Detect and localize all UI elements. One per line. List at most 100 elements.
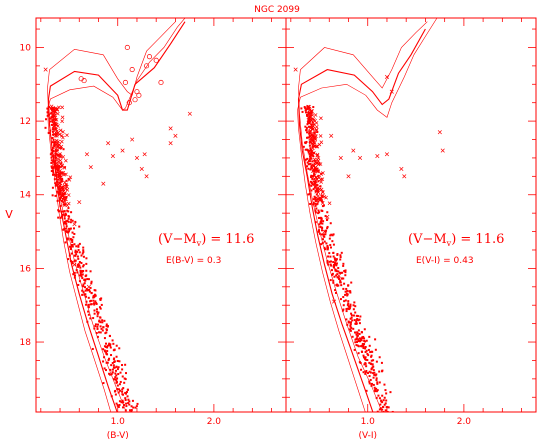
star-dot xyxy=(57,188,60,191)
star-dot xyxy=(85,287,88,290)
star-dot xyxy=(67,207,70,210)
star-dot xyxy=(337,284,340,287)
star-dot xyxy=(82,265,85,268)
star-dot xyxy=(307,111,310,114)
star-dot xyxy=(97,311,100,314)
star-dot xyxy=(354,305,357,308)
star-dot xyxy=(51,146,54,149)
star-dot xyxy=(357,329,360,332)
star-dot xyxy=(322,204,325,207)
star-dot xyxy=(123,404,126,407)
panel-vi: 1.0 2.0 (V-I) (V−Mv) = 11.6 E(V-I) = 0.43 xyxy=(285,17,537,441)
star-dot xyxy=(64,227,67,230)
star-dot xyxy=(50,156,53,159)
star-dot xyxy=(346,303,349,306)
distance-modulus-label: (V−Mv) = 11.6 xyxy=(158,232,254,248)
star-cross xyxy=(65,133,69,138)
star-dot xyxy=(56,184,59,187)
star-dot xyxy=(60,199,63,202)
star-cross xyxy=(312,119,317,124)
star-dot xyxy=(362,335,365,338)
star-dot xyxy=(304,158,307,161)
star-dot xyxy=(357,319,360,322)
star-dot xyxy=(345,307,348,310)
star-dot xyxy=(368,380,371,383)
star-dot xyxy=(379,403,382,406)
star-dot xyxy=(66,238,69,241)
star-dot xyxy=(130,405,133,408)
star-dot xyxy=(346,307,349,310)
star-dot xyxy=(49,120,52,123)
star-dot xyxy=(314,211,317,214)
star-dot xyxy=(357,345,360,348)
star-cross xyxy=(55,141,60,146)
star-dot xyxy=(309,168,312,171)
star-dot xyxy=(306,149,309,152)
star-dot xyxy=(329,234,332,237)
star-dot xyxy=(326,247,329,250)
star-cross xyxy=(66,193,71,197)
star-cross xyxy=(440,148,445,153)
star-dot xyxy=(51,194,54,197)
star-dot xyxy=(360,368,363,371)
star-dot xyxy=(121,375,124,378)
star-dot xyxy=(320,217,323,220)
star-cross xyxy=(60,187,65,192)
star-dot xyxy=(100,297,103,300)
star-dot xyxy=(105,361,108,364)
reddening-label: E(V-I) = 0.43 xyxy=(416,256,474,266)
star-dot xyxy=(384,389,387,392)
star-dot xyxy=(339,256,342,259)
star-dot xyxy=(308,155,311,158)
panel-frame xyxy=(35,17,287,413)
star-dot xyxy=(346,289,349,292)
star-dot xyxy=(342,287,345,290)
star-dot xyxy=(66,209,69,212)
star-dot xyxy=(314,199,317,202)
distance-modulus-label: (V−Mv) = 11.6 xyxy=(408,232,504,248)
star-dot xyxy=(349,291,352,294)
star-dot xyxy=(347,300,350,303)
star-dot xyxy=(113,360,116,363)
star-dot xyxy=(68,245,71,248)
star-dot xyxy=(362,371,365,374)
star-dot xyxy=(61,213,64,216)
star-dot xyxy=(309,156,312,159)
star-dot xyxy=(94,323,97,326)
star-dot xyxy=(119,380,122,383)
star-dot xyxy=(83,282,86,285)
star-dot xyxy=(333,257,336,260)
star-dot xyxy=(364,340,367,343)
star-dot xyxy=(314,196,317,199)
star-cross xyxy=(61,130,65,134)
star-cross xyxy=(338,155,343,160)
star-dot xyxy=(104,342,107,345)
star-dot xyxy=(375,390,378,393)
star-cross xyxy=(134,155,140,160)
star-dot xyxy=(53,145,56,148)
star-dot xyxy=(50,166,53,169)
star-dot xyxy=(310,164,313,167)
star-dot xyxy=(370,350,373,353)
star-dot xyxy=(59,175,62,178)
star-cross xyxy=(314,144,319,149)
star-dot xyxy=(355,337,358,340)
star-dot xyxy=(311,177,314,180)
star-dot xyxy=(349,303,352,306)
panel-bv: 1.0 2.0 10 12 14 16 18 (B-V) (V−Mv) = 11.6 E(B-V)… xyxy=(20,17,287,441)
star-dot xyxy=(322,235,325,238)
star-cross xyxy=(88,165,93,170)
star-dot xyxy=(332,279,335,282)
star-dot xyxy=(124,378,127,381)
star-dot xyxy=(370,354,373,357)
star-dot xyxy=(333,265,336,268)
star-dot xyxy=(360,339,363,342)
star-dot xyxy=(79,274,82,277)
star-dot xyxy=(118,347,121,350)
star-dot xyxy=(372,372,375,375)
star-dot xyxy=(67,215,70,218)
star-dot xyxy=(46,114,49,117)
star-dot xyxy=(74,249,77,252)
star-dot xyxy=(50,107,53,110)
star-dot xyxy=(93,293,96,296)
